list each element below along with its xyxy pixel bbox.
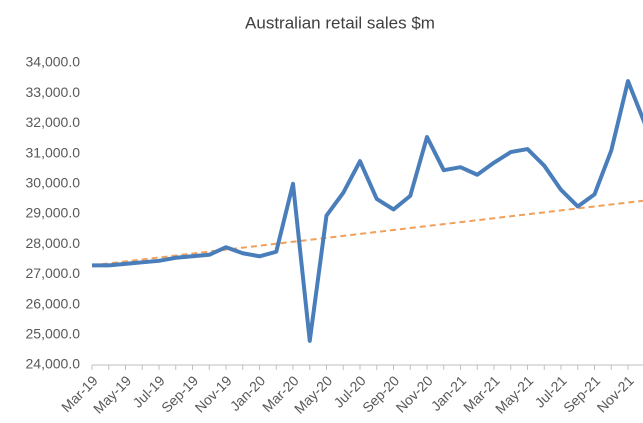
y-tick-label: 26,000.0	[26, 295, 81, 311]
x-tick-label: Sep-21	[560, 372, 603, 415]
y-tick-label: 33,000.0	[26, 84, 81, 100]
y-tick-label: 24,000.0	[26, 356, 81, 372]
x-tick-label: Sep-20	[359, 372, 402, 415]
x-tick-label: May-20	[291, 372, 335, 416]
chart-title: Australian retail sales $m	[245, 13, 435, 32]
y-tick-label: 25,000.0	[26, 326, 81, 342]
y-tick-label: 29,000.0	[26, 205, 81, 221]
y-tick-label: 27,000.0	[26, 265, 81, 281]
x-tick-label: Nov-21	[594, 372, 637, 415]
y-tick-label: 30,000.0	[26, 175, 81, 191]
series-line	[92, 79, 643, 343]
y-tick-label: 31,000.0	[26, 144, 81, 160]
x-tick-label: Nov-19	[192, 372, 235, 415]
y-tick-label: 32,000.0	[26, 114, 81, 130]
x-tick-label: Nov-20	[393, 372, 436, 415]
x-tick-label: May-21	[492, 372, 536, 416]
y-tick-label: 28,000.0	[26, 235, 81, 251]
series-line	[91, 199, 643, 267]
y-tick-label: 34,000.0	[26, 54, 81, 70]
x-tick-label: Sep-19	[158, 372, 201, 415]
x-tick-label: May-19	[90, 372, 134, 416]
